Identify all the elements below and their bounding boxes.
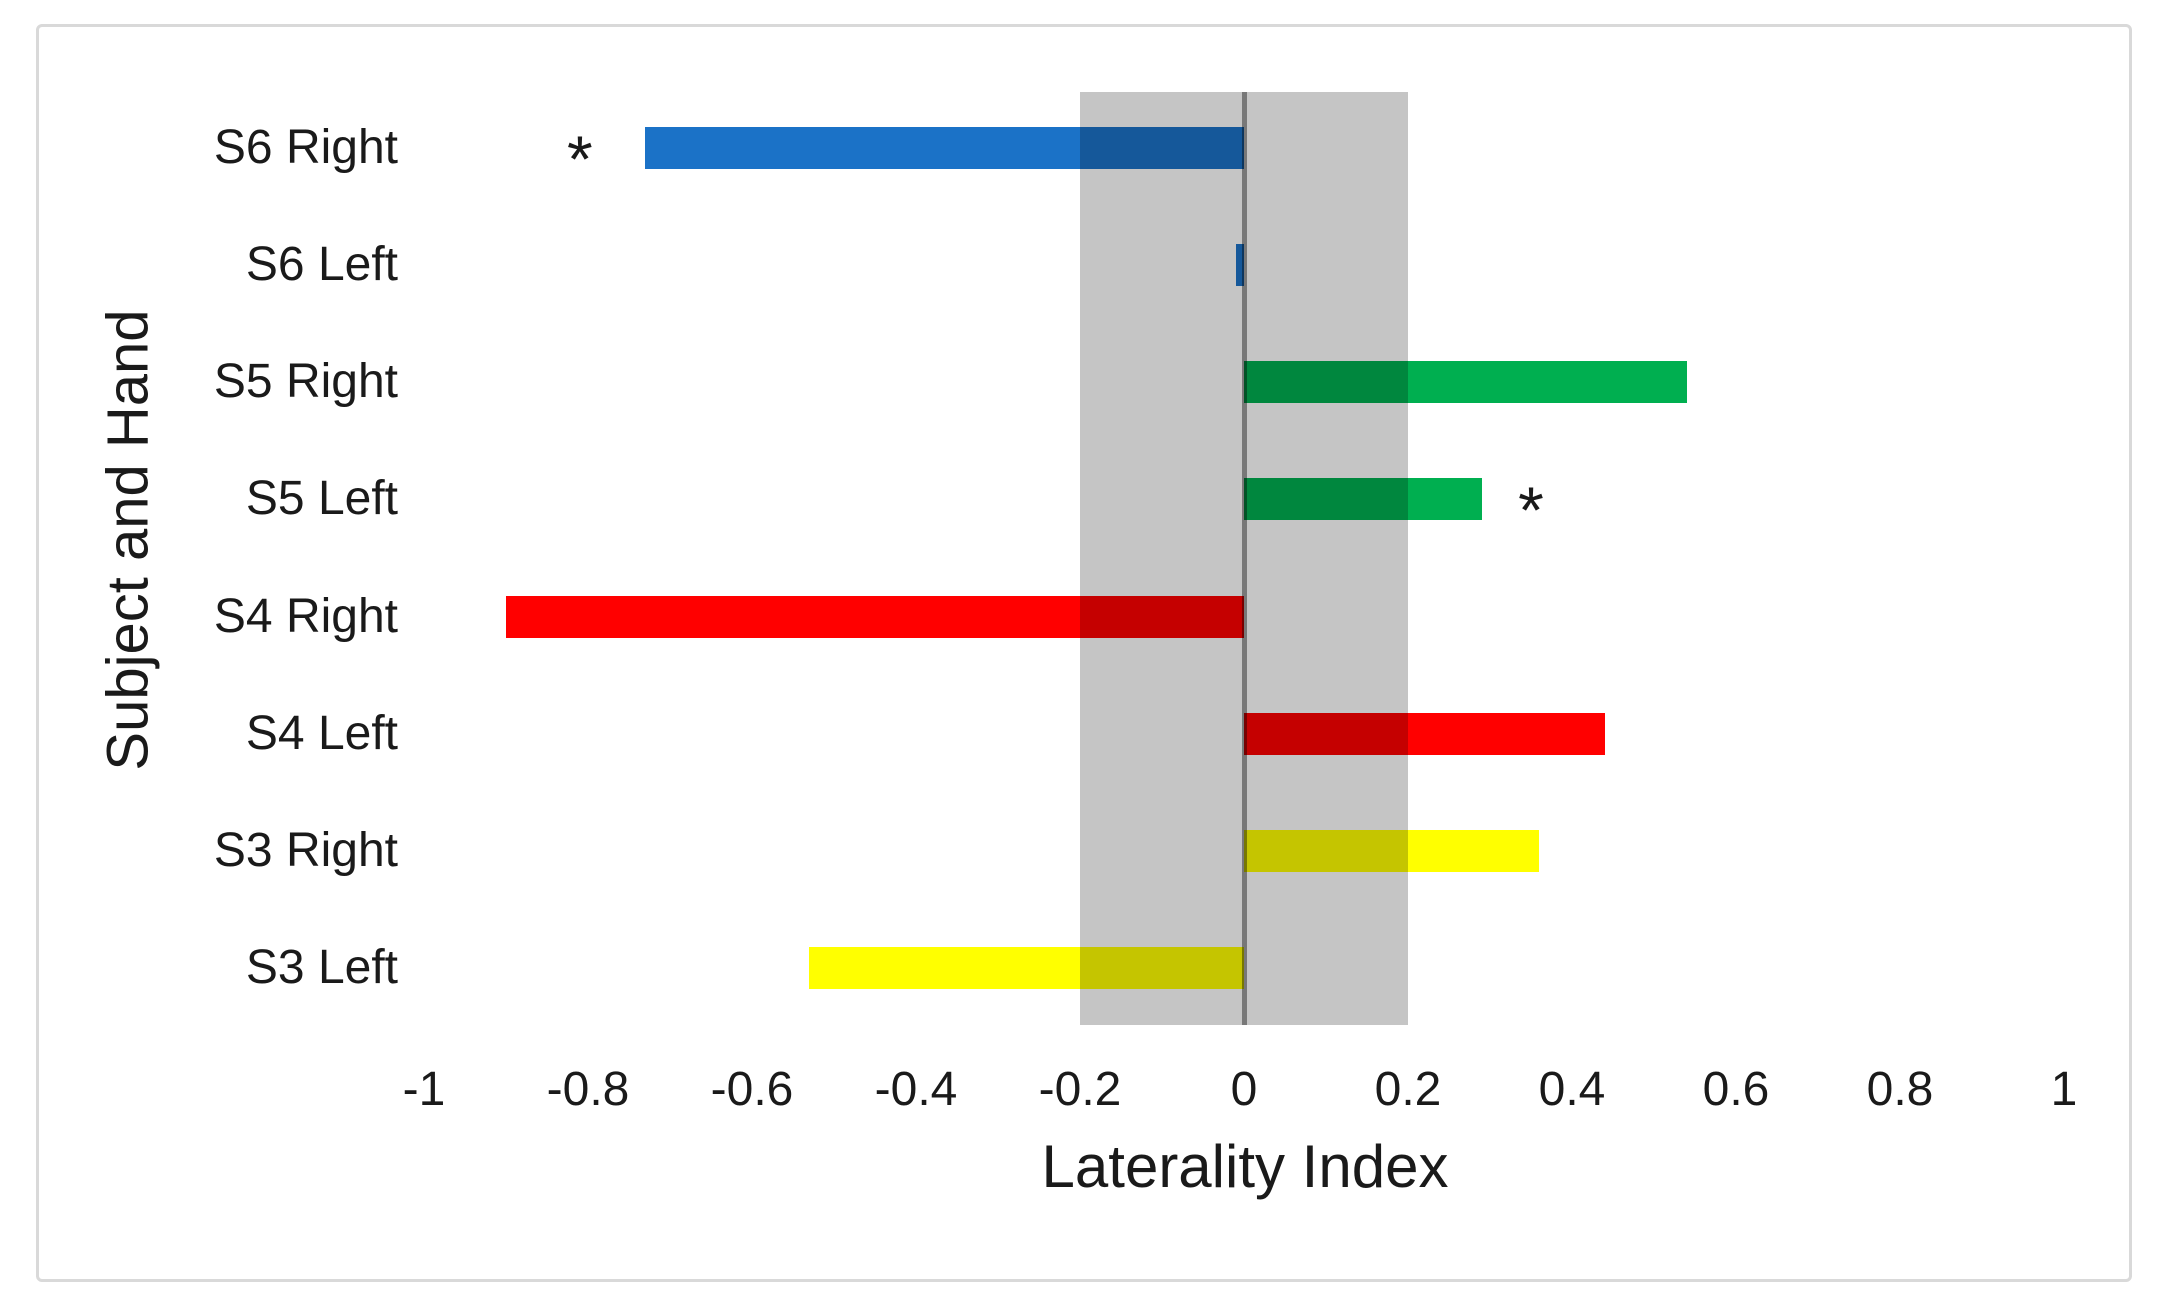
x-tick-label: -0.6 [710,1063,794,1116]
x-tick-label: -0.4 [874,1063,958,1116]
x-tick-label: -1 [402,1063,446,1116]
x-axis-title: Laterality Index [1041,1133,1449,1200]
x-tick-label: 0.2 [1374,1063,1442,1116]
x-tick-label: 0.6 [1702,1063,1770,1116]
significance-asterisk: * [566,122,593,196]
x-tick-label: 0 [1230,1063,1258,1116]
category-label: S5 Right [213,355,398,409]
zero-line [1242,92,1247,1025]
x-tick-label: -0.8 [546,1063,630,1116]
category-label: S4 Right [213,589,398,643]
category-label: S6 Right [213,121,398,174]
significance-asterisk: * [1518,473,1544,548]
category-label: S3 Left [245,941,398,995]
category-label: S5 Left [245,472,398,526]
category-label: S3 Right [213,823,398,877]
x-tick-label: 0.8 [1866,1063,1934,1116]
category-label: S6 Left [245,238,398,292]
category-label: S4 Left [245,706,398,760]
x-tick-label: -0.2 [1038,1063,1122,1116]
x-tick-label: 0.4 [1538,1063,1606,1116]
x-tick-label: 1 [2050,1063,2078,1116]
